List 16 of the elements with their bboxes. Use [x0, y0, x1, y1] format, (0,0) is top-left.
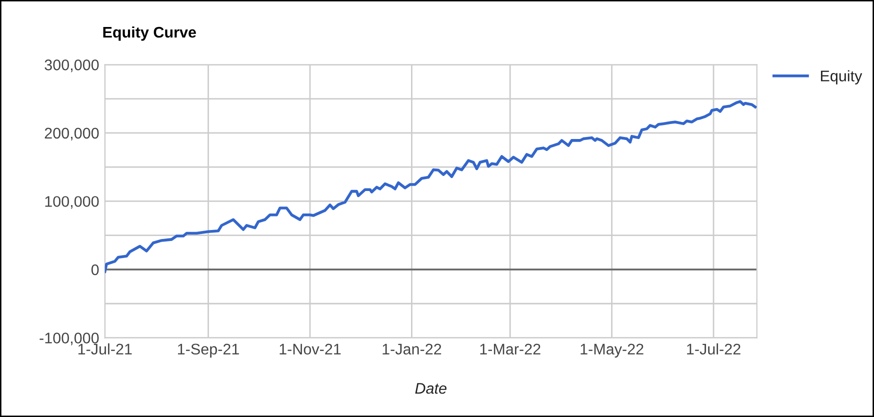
chart-title: Equity Curve — [103, 26, 196, 41]
legend-label: Equity — [820, 70, 862, 84]
x-tick-label: 1-Mar-22 — [480, 344, 540, 355]
x-tick-label: 1-Jul-21 — [78, 343, 132, 355]
y-tick-label: 0 — [91, 264, 99, 276]
y-tick-label: -100,000 — [40, 332, 99, 346]
line-series — [104, 100, 757, 273]
y-tick-label: 300,000 — [44, 60, 99, 72]
y-tick-label: 200,000 — [44, 128, 99, 140]
x-tick-label: 1-Sep-21 — [178, 344, 239, 358]
x-tick-label: 1-Jan-22 — [382, 344, 442, 355]
x-tick-label: 1-May-22 — [580, 344, 644, 358]
x-tick-label: 1-Nov-21 — [280, 344, 341, 355]
x-tick-label: 1-Jul-22 — [687, 343, 740, 355]
x-axis-title: Date — [415, 383, 446, 394]
y-tick-label: 100,000 — [45, 196, 99, 209]
